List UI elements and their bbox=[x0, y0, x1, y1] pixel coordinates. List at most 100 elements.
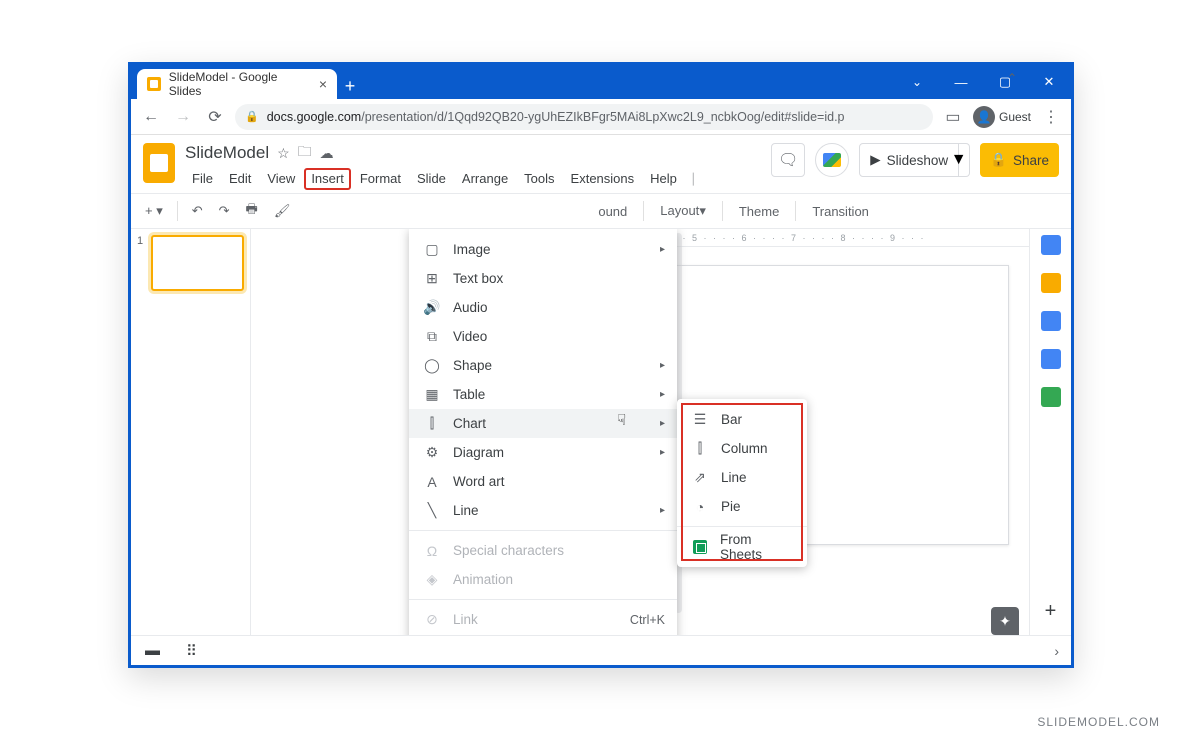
menu-insert[interactable]: Insert bbox=[304, 168, 351, 190]
special-characters-icon: Ω bbox=[423, 543, 441, 559]
menu-item-label: Line bbox=[453, 503, 479, 518]
chart-column[interactable]: ⫿Column bbox=[677, 434, 807, 463]
minimize-button[interactable]: — bbox=[939, 65, 983, 99]
menu-edit[interactable]: Edit bbox=[222, 168, 258, 190]
side-panel-app-4[interactable] bbox=[1041, 387, 1061, 407]
toolbar: + ▾ ↶ ↷ 🖶 🖌 ound Layout▾ Theme Transitio… bbox=[131, 193, 1071, 229]
window-controls: ⌄ — ▢ ✕ bbox=[895, 65, 1071, 99]
side-panel-app-0[interactable] bbox=[1041, 235, 1061, 255]
pie-chart-icon: ◔ bbox=[691, 499, 709, 515]
menu-slide[interactable]: Slide bbox=[410, 168, 453, 190]
forward-button[interactable]: → bbox=[171, 105, 195, 129]
filmstrip-view-icon[interactable]: ▬ bbox=[145, 642, 160, 659]
chart-from-sheets[interactable]: From Sheets bbox=[677, 532, 807, 561]
watermark: SLIDEMODEL.COM bbox=[1037, 715, 1160, 729]
menu-item-label: Shape bbox=[453, 358, 492, 373]
slides-favicon bbox=[147, 77, 161, 91]
insert-shape[interactable]: ◯Shape▸ bbox=[409, 351, 677, 380]
add-on-plus-icon[interactable]: + bbox=[1045, 600, 1057, 623]
comments-button[interactable]: 🗨 bbox=[771, 143, 805, 177]
insert-animation: ◈Animation bbox=[409, 565, 677, 594]
profile-badge[interactable]: 👤 Guest bbox=[973, 106, 1031, 128]
submenu-arrow-icon: ▸ bbox=[660, 244, 665, 255]
insert-line[interactable]: ╲Line▸ bbox=[409, 496, 677, 525]
chart-submenu: ☰Bar⫿Column⇗Line◔Pie From Sheets bbox=[677, 399, 807, 567]
lock-share-icon: 🔒 bbox=[990, 152, 1007, 168]
insert-menu-dropdown: ▢Image▸⊞Text box🔊Audio⧉Video◯Shape▸▦Tabl… bbox=[409, 229, 677, 635]
cloud-status-icon[interactable]: ☁ bbox=[320, 145, 334, 162]
share-button[interactable]: 🔒Share bbox=[980, 143, 1059, 177]
guest-label: Guest bbox=[999, 110, 1031, 124]
print-button[interactable]: 🖶 bbox=[240, 196, 264, 226]
insert-table[interactable]: ▦Table▸ bbox=[409, 380, 677, 409]
url-field[interactable]: 🔒 docs.google.com/presentation/d/1Qqd92Q… bbox=[235, 104, 933, 130]
collapse-rail-icon[interactable]: › bbox=[1054, 643, 1059, 659]
transition-tool[interactable]: Transition bbox=[804, 200, 877, 223]
close-window-button[interactable]: ✕ bbox=[1027, 65, 1071, 99]
menu-tools[interactable]: Tools bbox=[517, 168, 561, 190]
submenu-arrow-icon: ▸ bbox=[660, 360, 665, 371]
theme-tool[interactable]: Theme bbox=[731, 200, 787, 223]
doc-title[interactable]: SlideModel bbox=[185, 143, 269, 163]
slide-thumbnail[interactable] bbox=[151, 235, 244, 291]
reading-list-icon[interactable]: ▭ bbox=[941, 105, 965, 129]
insert-text-box[interactable]: ⊞Text box bbox=[409, 264, 677, 293]
layout-tool[interactable]: Layout▾ bbox=[652, 199, 714, 223]
table-icon: ▦ bbox=[423, 386, 441, 403]
menu-arrange[interactable]: Arrange bbox=[455, 168, 515, 190]
slideshow-button[interactable]: ▶ Slideshow bbox=[859, 143, 959, 177]
paint-format-button[interactable]: 🖌 bbox=[268, 199, 297, 223]
side-panel-app-2[interactable] bbox=[1041, 311, 1061, 331]
collapse-toolbar-icon[interactable]: ⌃ bbox=[1007, 71, 1017, 85]
background-tool[interactable]: ound bbox=[590, 200, 635, 223]
slideshow-dropdown[interactable]: ▼ bbox=[948, 143, 970, 177]
tab-close-icon[interactable]: × bbox=[319, 76, 327, 92]
maximize-button[interactable]: ▢ bbox=[983, 65, 1027, 99]
tabs-chevron-icon[interactable]: ⌄ bbox=[895, 65, 939, 99]
browser-tab[interactable]: SlideModel - Google Slides × bbox=[137, 69, 337, 99]
menu-item-label: Link bbox=[453, 612, 478, 627]
word-art-icon: A bbox=[423, 474, 441, 490]
menu-format[interactable]: Format bbox=[353, 168, 408, 190]
side-panel-app-1[interactable] bbox=[1041, 273, 1061, 293]
back-button[interactable]: ← bbox=[139, 105, 163, 129]
chrome-menu-icon[interactable]: ⋮ bbox=[1039, 107, 1063, 127]
new-slide-tool[interactable]: + ▾ bbox=[139, 199, 169, 223]
new-tab-button[interactable]: + bbox=[337, 73, 363, 99]
insert-comment[interactable]: ⊕CommentCtrl+Alt+M bbox=[409, 634, 677, 635]
side-panel-app-3[interactable] bbox=[1041, 349, 1061, 369]
grid-view-icon[interactable]: ⠿ bbox=[186, 642, 197, 660]
meet-button[interactable] bbox=[815, 143, 849, 177]
undo-button[interactable]: ↶ bbox=[186, 199, 209, 223]
chart-line[interactable]: ⇗Line bbox=[677, 463, 807, 492]
move-icon[interactable]: 🗀 bbox=[298, 141, 312, 165]
menu-extensions[interactable]: Extensions bbox=[564, 168, 642, 190]
browser-window: SlideModel - Google Slides × + ⌄ — ▢ ✕ ←… bbox=[128, 62, 1074, 668]
line-icon: ╲ bbox=[423, 502, 441, 519]
last-edit-icon[interactable]: ⎸ bbox=[686, 168, 713, 190]
chart-pie[interactable]: ◔Pie bbox=[677, 492, 807, 521]
insert-audio[interactable]: 🔊Audio bbox=[409, 293, 677, 322]
insert-word-art[interactable]: AWord art bbox=[409, 467, 677, 496]
insert-video[interactable]: ⧉Video bbox=[409, 322, 677, 351]
slides-logo-icon[interactable] bbox=[143, 143, 175, 183]
menu-file[interactable]: File bbox=[185, 168, 220, 190]
text-box-icon: ⊞ bbox=[423, 270, 441, 287]
insert-chart[interactable]: ⫿Chart▸ bbox=[409, 409, 677, 438]
side-panel: + bbox=[1029, 229, 1071, 635]
chart-bar[interactable]: ☰Bar bbox=[677, 405, 807, 434]
star-icon[interactable]: ☆ bbox=[277, 145, 290, 162]
explore-button[interactable]: ✦ bbox=[991, 607, 1019, 635]
insert-diagram[interactable]: ⚙Diagram▸ bbox=[409, 438, 677, 467]
meet-icon bbox=[823, 153, 841, 167]
diagram-icon: ⚙ bbox=[423, 444, 441, 461]
redo-button[interactable]: ↷ bbox=[213, 199, 236, 223]
menu-view[interactable]: View bbox=[260, 168, 302, 190]
reload-button[interactable]: ⟳ bbox=[203, 105, 227, 129]
menu-help[interactable]: Help bbox=[643, 168, 684, 190]
lock-icon: 🔒 bbox=[245, 110, 259, 123]
menu-item-label: Special characters bbox=[453, 543, 564, 558]
thumb-number: 1 bbox=[137, 235, 147, 291]
insert-image[interactable]: ▢Image▸ bbox=[409, 235, 677, 264]
chart-icon: ⫿ bbox=[423, 415, 441, 432]
